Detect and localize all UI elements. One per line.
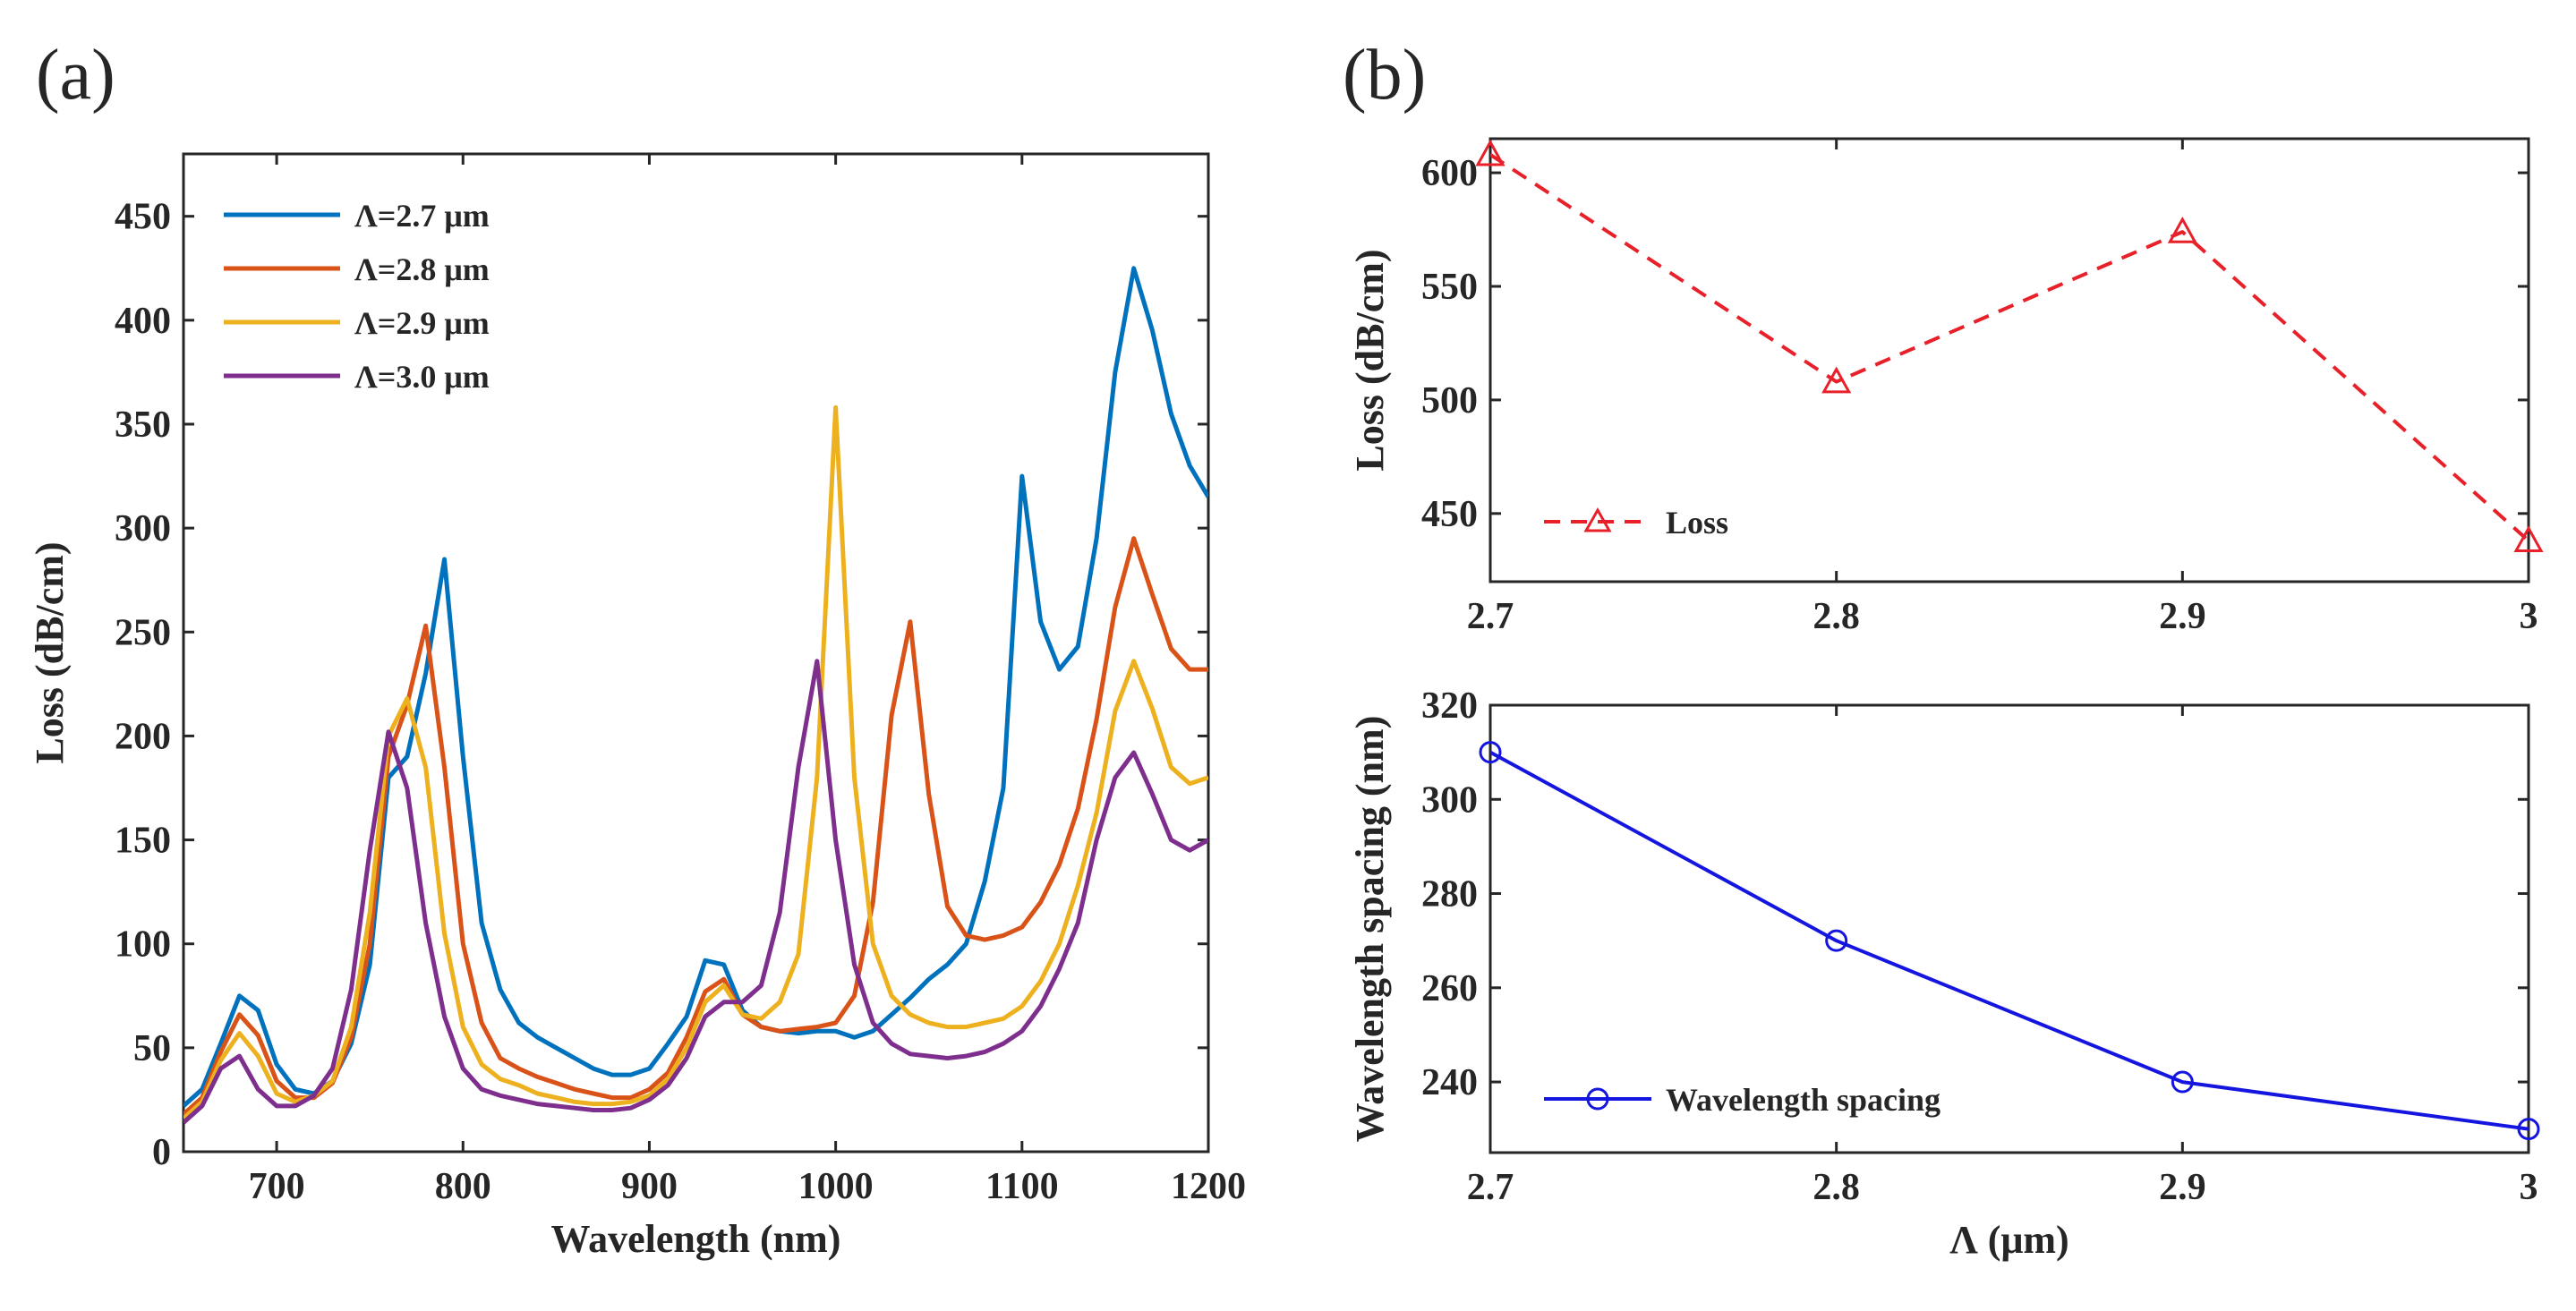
x-tick-label: 2.9 [2159, 596, 2206, 637]
y-tick-label: 400 [115, 301, 171, 342]
panel-label-b: (b) [1343, 36, 1426, 115]
y-tick-label: 0 [152, 1132, 171, 1173]
x-tick-label: 800 [435, 1166, 491, 1207]
axes-frame [1488, 137, 2530, 583]
y-tick-label: 200 [115, 716, 171, 757]
legend-label: Λ=2.8 μm [354, 251, 490, 287]
plot-area [1490, 153, 2529, 542]
legend-label: Λ=3.0 μm [354, 359, 490, 395]
chart-b-spacing: 2.7 2.8 2.9 3 240 260 280 300 320 Λ (μm) Wavelengt… [1348, 685, 2540, 1262]
data-point-triangle [2513, 525, 2544, 553]
y-tick-label: 280 [1421, 874, 1478, 915]
y-tick-label: 600 [1421, 153, 1478, 194]
y-tick-label: 260 [1421, 968, 1478, 1009]
y-tick-label: 100 [115, 924, 171, 966]
plot-area [183, 266, 1208, 1125]
x-tick-label: 2.8 [1813, 596, 1860, 637]
series-line-0 [1490, 153, 2529, 542]
y-tick-label: 300 [1421, 779, 1478, 821]
y-tick-label: 320 [1421, 685, 1478, 727]
legend-label: Λ=2.7 μm [354, 198, 490, 234]
axes-frame [1488, 703, 2530, 1154]
data-point-triangle [1475, 139, 1506, 166]
x-tick-label: 900 [621, 1166, 678, 1207]
y-tick-label: 150 [115, 821, 171, 862]
legend-label: Wavelength spacing [1666, 1082, 1941, 1118]
y-tick-label: 350 [115, 404, 171, 446]
series-line-2 [183, 404, 1208, 1120]
chart-a: 700 800 900 1000 1100 1200 0 50 100 150 200 250 300 3… [28, 152, 1246, 1261]
data-point-circle [2171, 1070, 2194, 1094]
legend-marker [1586, 1087, 1609, 1111]
legend-marker [1583, 507, 1612, 532]
y-axis-label: Wavelength spacing (nm) [1348, 716, 1392, 1143]
x-tick-label: 700 [249, 1166, 305, 1207]
y-tick-label: 450 [115, 197, 171, 238]
y-tick-label: 240 [1421, 1062, 1478, 1103]
axes-frame [182, 152, 1210, 1154]
y-tick-label: 50 [133, 1028, 171, 1069]
x-tick-label: 1200 [1171, 1166, 1246, 1207]
series-line-0 [1490, 750, 2529, 1131]
x-tick-label: 2.7 [1467, 1167, 1514, 1208]
x-axis-label: Λ (μm) [1949, 1218, 2068, 1262]
x-tick-label: 1100 [985, 1166, 1059, 1207]
data-point-triangle [2167, 216, 2197, 243]
data-point-triangle [1821, 366, 1852, 394]
x-axis-label: Wavelength (nm) [551, 1217, 841, 1261]
data-point-circle [1825, 929, 1848, 952]
legend-label: Loss [1666, 505, 1728, 541]
x-tick-label: 3 [2520, 1167, 2538, 1208]
x-tick-label: 1000 [798, 1166, 874, 1207]
data-point-circle [1479, 741, 1502, 764]
y-axis-label: Loss (dB/cm) [1348, 249, 1392, 471]
chart-b-loss: 2.7 2.8 2.9 3 450 500 550 600 Loss (dB/cm) Loss [1348, 137, 2544, 637]
panel-label-a: (a) [36, 36, 115, 115]
data-point-circle [2517, 1118, 2540, 1141]
x-tick-label: 2.8 [1813, 1167, 1860, 1208]
y-tick-label: 550 [1421, 267, 1478, 308]
y-tick-label: 300 [115, 508, 171, 549]
y-tick-label: 450 [1421, 494, 1478, 535]
y-tick-label: 500 [1421, 380, 1478, 421]
y-axis-label: Loss (dB/cm) [28, 541, 72, 763]
x-tick-label: 2.9 [2159, 1167, 2206, 1208]
y-tick-label: 250 [115, 612, 171, 653]
legend-label: Λ=2.9 μm [354, 305, 490, 341]
series-line-3 [183, 659, 1208, 1125]
plot-area [1490, 750, 2529, 1131]
x-tick-label: 3 [2520, 596, 2538, 637]
x-tick-label: 2.7 [1467, 596, 1514, 637]
